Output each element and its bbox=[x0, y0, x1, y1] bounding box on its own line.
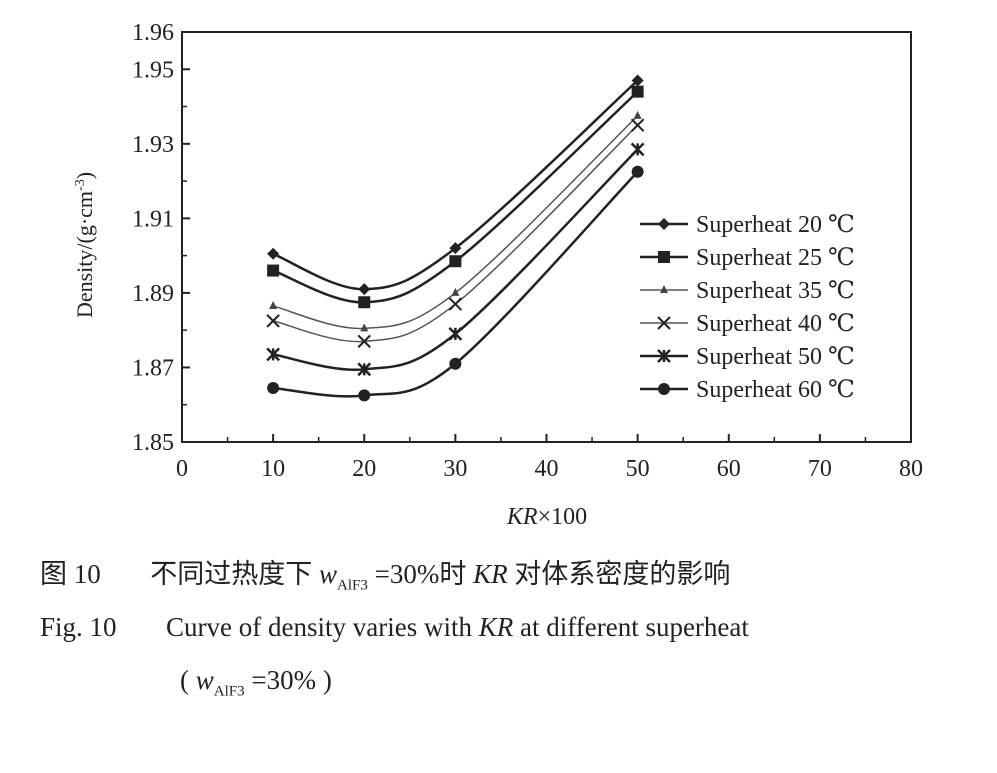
legend-marker bbox=[658, 218, 670, 230]
data-point bbox=[358, 283, 371, 296]
data-point bbox=[449, 255, 462, 268]
y-tick-label: 1.93 bbox=[132, 132, 174, 158]
series-line bbox=[272, 124, 639, 343]
legend-label: Superheat 35 ℃ bbox=[696, 278, 855, 304]
series-line bbox=[272, 148, 639, 372]
legend-marker bbox=[658, 383, 670, 395]
caption-en-w-sub: AlF bbox=[213, 683, 238, 700]
x-axis-label-suffix: ×100 bbox=[538, 504, 588, 530]
legend-label: Superheat 20 ℃ bbox=[696, 212, 855, 238]
data-point bbox=[449, 357, 462, 370]
x-axis: 0 10 20 30 40 50 60 70 80 bbox=[176, 434, 923, 482]
data-point bbox=[451, 287, 460, 296]
x-tick-label: 80 bbox=[899, 456, 923, 482]
y-tick-label: 1.89 bbox=[132, 281, 174, 307]
caption-cn-eq: =30%时 bbox=[374, 559, 467, 589]
x-axis-label-var: KR bbox=[506, 504, 538, 530]
series-line bbox=[272, 90, 639, 304]
data-point bbox=[266, 347, 281, 362]
series-line bbox=[272, 79, 639, 291]
legend-marker bbox=[657, 316, 671, 330]
y-axis-label-close: ) bbox=[72, 172, 97, 179]
legend-label: Superheat 60 ℃ bbox=[696, 377, 855, 403]
x-tick-label: 0 bbox=[176, 456, 188, 482]
x-tick-label: 70 bbox=[808, 456, 832, 482]
caption-cn-text-1: 不同过热度下 bbox=[150, 559, 313, 589]
legend-label: Superheat 50 ℃ bbox=[696, 344, 855, 370]
y-tick-label: 1.91 bbox=[132, 206, 174, 232]
data-point bbox=[630, 118, 645, 132]
caption-en-text-2: at different superheat bbox=[520, 612, 749, 642]
data-point bbox=[357, 362, 372, 377]
caption-cn-kr: KR bbox=[473, 559, 508, 589]
caption-en-label: Fig. 10 bbox=[40, 612, 117, 642]
y-axis: 1.85 1.87 1.89 1.91 1.93 1.95 1.96 bbox=[132, 20, 190, 456]
data-point bbox=[633, 110, 642, 119]
series-6 bbox=[267, 165, 644, 402]
y-tick-label: 1.87 bbox=[132, 355, 174, 381]
legend-label: Superheat 25 ℃ bbox=[696, 245, 855, 271]
caption-cn-label: 图 10 bbox=[40, 559, 101, 589]
caption-cn-w-sub: AlF bbox=[337, 577, 361, 594]
caption-en-w-sub2: 3 bbox=[237, 683, 245, 700]
density-chart: 1.85 1.87 1.89 1.91 1.93 1.95 1.96 0 10 20 30 40 50… bbox=[72, 20, 923, 530]
caption-cn-w-sub2: 3 bbox=[360, 577, 368, 594]
data-point bbox=[267, 381, 280, 394]
data-point bbox=[631, 165, 644, 178]
legend-label: Superheat 40 ℃ bbox=[696, 311, 855, 337]
data-point bbox=[631, 74, 644, 87]
data-point bbox=[630, 142, 645, 157]
x-tick-label: 10 bbox=[261, 456, 285, 482]
data-point bbox=[267, 264, 280, 277]
caption-en-line2: ( wAlF3 =30% ) bbox=[180, 667, 332, 699]
legend-marker bbox=[660, 285, 668, 293]
caption-en-text-1: Curve of density varies with bbox=[166, 612, 472, 642]
y-axis-label-sup: -3 bbox=[73, 179, 88, 191]
y-tick-label: 1.95 bbox=[132, 57, 174, 83]
series-4 bbox=[266, 118, 645, 349]
data-point bbox=[448, 297, 463, 311]
caption-en-eq: =30% bbox=[251, 665, 317, 695]
data-point bbox=[267, 247, 280, 260]
caption-en-kr: KR bbox=[478, 612, 514, 642]
y-tick-label: 1.85 bbox=[132, 430, 174, 456]
series-line bbox=[272, 115, 639, 330]
y-tick-label: 1.96 bbox=[132, 20, 174, 46]
y-axis-label: Density/(g·cm-3) bbox=[72, 172, 97, 318]
x-tick-label: 50 bbox=[626, 456, 650, 482]
data-point bbox=[360, 323, 369, 332]
caption-en-w: w bbox=[195, 665, 214, 695]
legend-marker bbox=[658, 251, 670, 263]
series-line bbox=[273, 170, 639, 398]
x-tick-label: 40 bbox=[535, 456, 559, 482]
data-point bbox=[448, 327, 463, 341]
caption-en: Fig. 10 Curve of density varies with KR … bbox=[40, 614, 749, 641]
series-1 bbox=[267, 74, 644, 296]
caption-cn-w: w bbox=[319, 559, 338, 589]
data-point bbox=[357, 334, 371, 349]
x-tick-label: 60 bbox=[717, 456, 741, 482]
series-group bbox=[266, 74, 645, 402]
data-point bbox=[631, 85, 644, 98]
legend: Superheat 20 ℃ Superheat 25 ℃ Superheat 35… bbox=[640, 212, 855, 403]
data-point bbox=[266, 314, 280, 328]
caption-cn: 图 10 不同过热度下 wAlF3 =30%时 KR 对体系密度的影响 bbox=[40, 561, 730, 593]
caption-en-paren-close: ) bbox=[322, 665, 332, 695]
data-point bbox=[358, 389, 371, 402]
data-point bbox=[449, 242, 462, 255]
caption-cn-text-2: 对体系密度的影响 bbox=[514, 559, 731, 589]
x-tick-label: 30 bbox=[443, 456, 467, 482]
data-point bbox=[269, 300, 278, 309]
caption-en-paren-open: ( bbox=[180, 665, 189, 695]
series-3 bbox=[269, 110, 642, 332]
data-point bbox=[358, 296, 371, 309]
x-axis-label: KR×100 bbox=[506, 504, 587, 530]
series-5 bbox=[266, 142, 645, 377]
x-tick-label: 20 bbox=[352, 456, 376, 482]
y-axis-label-text: Density/(g·cm bbox=[72, 191, 97, 318]
legend-marker bbox=[657, 349, 671, 363]
series-2 bbox=[267, 85, 644, 309]
